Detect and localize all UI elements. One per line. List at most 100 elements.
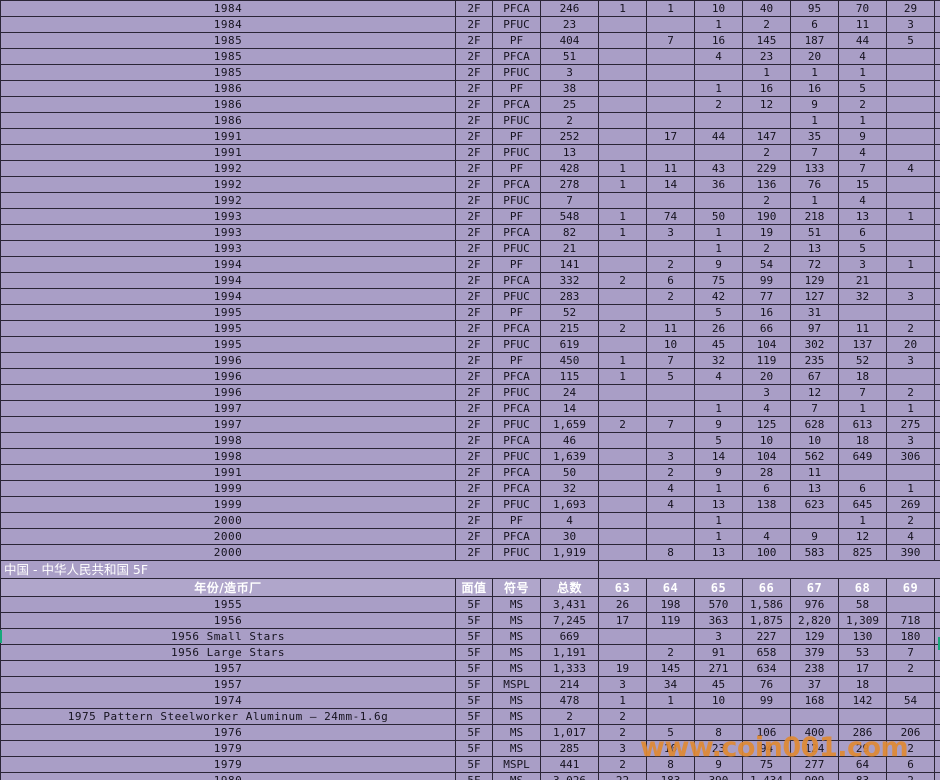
table-row[interactable]: 1986 2F PFUC 2 1 1 (0, 112, 940, 129)
table-row[interactable]: 1992 2F PF 428 1 11 43 229 133 7 4 (0, 160, 940, 177)
cell-grade-66: 4 (742, 528, 791, 545)
column-header-grade-67[interactable]: 67 (790, 578, 839, 597)
table-row[interactable]: 1993 2F PF 548 1 74 50 190 218 13 1 (0, 208, 940, 225)
table-row[interactable]: 1997 2F PFUC 1,659 2 7 9 125 628 613 275 (0, 416, 940, 433)
cell-grade-67: 129 (790, 272, 839, 289)
table-row[interactable]: 1994 2F PFUC 283 2 42 77 127 32 3 (0, 288, 940, 305)
cell-grade-68: 645 (838, 496, 887, 513)
table-row[interactable]: 1957 5F MSPL 214 3 34 45 76 37 18 (0, 676, 940, 693)
cell-grade-64: 2 (646, 256, 695, 273)
table-row[interactable]: 1974 5F MS 478 1 1 10 99 168 142 54 (0, 692, 940, 709)
cell-grade-64: 198 (646, 596, 695, 613)
cell-grade-66: 16 (742, 304, 791, 321)
cell-denomination: 5F (455, 692, 493, 709)
table-row[interactable]: 1979 5F MSPL 441 2 8 9 75 277 64 6 (0, 756, 940, 773)
table-row[interactable]: 1986 2F PF 38 1 16 16 5 (0, 80, 940, 97)
cell-grade-63: 1 (598, 0, 647, 17)
cell-grade-64 (646, 192, 695, 209)
column-header-grade-68[interactable]: 68 (838, 578, 887, 597)
table-row[interactable]: 1985 2F PFUC 3 1 1 1 (0, 64, 940, 81)
cell-grade-70 (934, 740, 940, 757)
cell-total: 2 (540, 708, 599, 725)
table-row[interactable]: 1991 2F PFCA 50 2 9 28 11 (0, 464, 940, 481)
cell-grade-68: 6 (838, 224, 887, 241)
cell-grade-67: 9 (790, 528, 839, 545)
column-header-grade-64[interactable]: 64 (646, 578, 695, 597)
table-row[interactable]: 19805FMS3,026221833901,434909832 (0, 772, 940, 780)
cell-grade-68: 142 (838, 692, 887, 709)
table-row[interactable]: 1992 2F PFUC 7 2 1 4 (0, 192, 940, 209)
table-row[interactable]: 1956 Small Stars 5F MS 669 3 227 129 130 180 (0, 628, 940, 645)
table-row[interactable]: 1996 2F PFCA 115 1 5 4 20 67 18 (0, 368, 940, 385)
table-row[interactable]: 1995 2F PFCA 215 2 11 26 66 97 11 2 (0, 320, 940, 337)
table-row[interactable]: 1984 2F PFUC 23 1 2 6 11 3 (0, 16, 940, 33)
cell-symbol: MS (492, 612, 541, 629)
table-row[interactable]: 1996 2F PFUC 24 3 12 7 2 (0, 384, 940, 401)
column-header-denomination[interactable]: 面值 (455, 578, 493, 597)
table-row[interactable]: 1994 2F PFCA 332 2 6 75 99 129 21 (0, 272, 940, 289)
column-header-grade-70[interactable]: 70 (934, 578, 940, 597)
table-row[interactable]: 2000 2F PFUC 1,919 8 13 100 583 825 390 (0, 544, 940, 561)
table-row[interactable]: 1985 2F PF 404 7 16 145 187 44 5 (0, 32, 940, 49)
table-row[interactable]: 1991 2F PF 252 17 44 147 35 9 (0, 128, 940, 145)
column-header-grade-69[interactable]: 69 (886, 578, 935, 597)
table-row[interactable]: 1976 5F MS 1,017 2 5 8 106 400 286 206 (0, 724, 940, 741)
table-row[interactable]: 1956 Large Stars 5F MS 1,191 2 91 658 379 53 7 (0, 644, 940, 661)
cell-denomination: 2F (455, 224, 493, 241)
cell-total: 215 (540, 320, 599, 337)
table-row[interactable]: 1999 2F PFCA 32 4 1 6 13 6 1 (0, 480, 940, 497)
cell-symbol: PF (492, 208, 541, 225)
table-row[interactable]: 1986 2F PFCA 25 2 12 9 2 (0, 96, 940, 113)
cell-grade-64: 1 (646, 0, 695, 17)
table-row[interactable]: 1979 5F MS 285 3 10 23 94 124 29 2 (0, 740, 940, 757)
table-row[interactable]: 1957 5F MS 1,333 19 145 271 634 238 17 2 (0, 660, 940, 677)
table-row[interactable]: 1995 2F PF 52 5 16 31 (0, 304, 940, 321)
table-row[interactable]: 1998 2F PFCA 46 5 10 10 18 3 (0, 432, 940, 449)
table-row[interactable]: 1992 2F PFCA 278 1 14 36 136 76 15 (0, 176, 940, 193)
column-header-grade-66[interactable]: 66 (742, 578, 791, 597)
cell-grade-69: 390 (886, 544, 935, 561)
table-row[interactable]: 2000 2F PF 4 1 1 2 (0, 512, 940, 529)
cell-year-mint: 1999 (0, 480, 456, 497)
cell-denomination: 2F (455, 32, 493, 49)
table-row[interactable]: 1975 Pattern Steelworker Aluminum — 24mm… (0, 708, 940, 725)
table-row[interactable]: 2000 2F PFCA 30 1 4 9 12 4 (0, 528, 940, 545)
cell-grade-63: 1 (598, 692, 647, 709)
table-row[interactable]: 1991 2F PFUC 13 2 7 4 (0, 144, 940, 161)
cell-denomination: 2F (455, 352, 493, 369)
table-row[interactable]: 1997 2F PFCA 14 1 4 7 1 1 (0, 400, 940, 417)
table-row[interactable]: 1985 2F PFCA 51 4 23 20 4 (0, 48, 940, 65)
cell-total: 3 (540, 64, 599, 81)
cell-grade-70: 1 (934, 496, 940, 513)
table-row[interactable]: 1984 2F PFCA 246 1 1 10 40 95 70 29 (0, 0, 940, 17)
cell-grade-66: 66 (742, 320, 791, 337)
cell-grade-67: 168 (790, 692, 839, 709)
cell-grade-67: 583 (790, 544, 839, 561)
cell-grade-64: 3 (646, 448, 695, 465)
table-row[interactable]: 1993 2F PFUC 21 1 2 13 5 (0, 240, 940, 257)
column-header-year-mint[interactable]: 年份/造币厂 (0, 578, 456, 597)
cell-grade-68: 70 (838, 0, 887, 17)
cell-grade-63 (598, 628, 647, 645)
table-row[interactable]: 1994 2F PF 141 2 9 54 72 3 1 (0, 256, 940, 273)
cell-denomination: 2F (455, 16, 493, 33)
cell-grade-65: 1 (694, 224, 743, 241)
table-row[interactable]: 1993 2F PFCA 82 1 3 1 19 51 6 (0, 224, 940, 241)
cell-total: 1,919 (540, 544, 599, 561)
cell-grade-65: 10 (694, 0, 743, 17)
column-header-grade-65[interactable]: 65 (694, 578, 743, 597)
table-row[interactable]: 1996 2F PF 450 1 7 32 119 235 52 3 (0, 352, 940, 369)
table-row[interactable]: 1955 5F MS 3,431 26 198 570 1,586 976 58 (0, 596, 940, 613)
cell-year-mint: 1956 (0, 612, 456, 629)
cell-symbol: PFUC (492, 336, 541, 353)
column-header-total[interactable]: 总数 (540, 578, 599, 597)
cell-grade-70 (934, 708, 940, 725)
cell-grade-69 (886, 80, 935, 97)
column-header-grade-63[interactable]: 63 (598, 578, 647, 597)
cell-grade-69 (886, 128, 935, 145)
column-header-symbol[interactable]: 符号 (492, 578, 541, 597)
